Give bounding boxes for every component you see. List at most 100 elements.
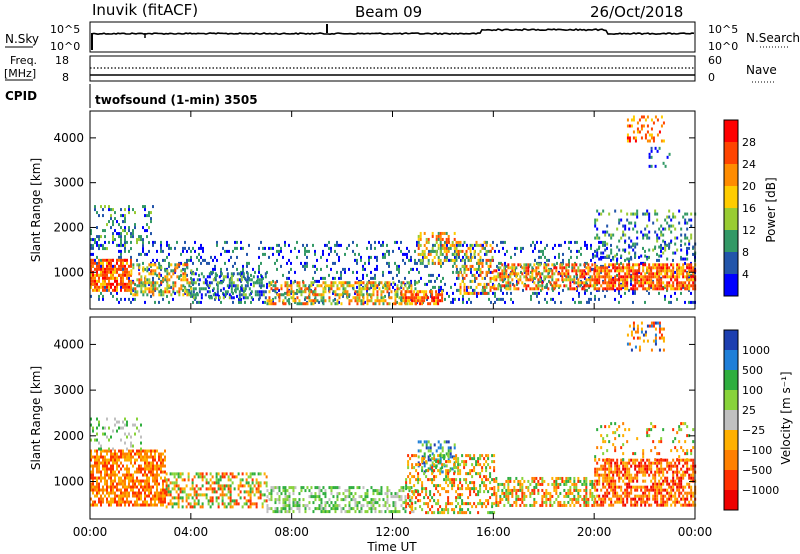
heatmap-cell [576,276,578,280]
heatmap-cell [638,284,641,288]
heatmap-cell [421,508,424,512]
heatmap-cell [188,258,190,262]
heatmap-cell [334,501,337,505]
colorbar-swatch [724,230,738,253]
heatmap-cell [466,243,468,247]
heatmap-cell [116,232,118,236]
heatmap-cell [368,293,371,297]
heatmap-cell [630,255,632,259]
heatmap-cell [306,255,308,259]
heatmap-cell [384,255,386,259]
heatmap-cell [400,495,403,499]
heatmap-cell [116,220,118,224]
heatmap-cell [473,249,476,253]
heatmap-cell [411,296,414,300]
heatmap-cell [100,470,102,474]
heatmap-cell [407,463,410,467]
heatmap-cell [457,466,460,470]
heatmap-cell [144,214,146,218]
heatmap-cell [483,291,486,295]
heatmap-cell [104,235,106,239]
heatmap-cell [382,290,385,294]
heatmap-cell [437,454,440,458]
heatmap-cell [294,504,297,508]
heatmap-cell [98,476,100,480]
heatmap-cell [437,246,440,250]
heatmap-cell [451,258,454,262]
heatmap-cell [197,502,200,506]
heatmap-cell [334,243,336,247]
heatmap-cell [662,275,665,279]
heatmap-cell [439,237,442,241]
heatmap-cell [630,124,633,128]
heatmap-cell [134,223,136,227]
heatmap-cell [686,263,689,267]
heatmap-cell [316,279,318,283]
heatmap-cell [98,288,100,292]
heatmap-cell [634,272,637,276]
heatmap-cell [431,299,434,303]
heatmap-cell [124,238,126,242]
heatmap-cell [646,233,649,237]
heatmap-cell [417,290,420,294]
heatmap-cell [612,281,615,285]
heatmap-cell [437,296,440,300]
heatmap-cell [400,504,403,508]
heatmap-cell [461,249,464,253]
heatmap-cell [152,494,154,498]
heatmap-cell [152,276,154,280]
heatmap-cell [437,237,440,241]
heatmap-cell [434,249,436,253]
heatmap-cell [250,282,252,286]
heatmap-cell [376,285,378,289]
heatmap-cell [417,475,420,479]
heatmap-cell [396,273,398,277]
heatmap-cell [276,293,279,297]
heatmap-cell [166,281,169,285]
heatmap-cell [432,285,434,289]
heatmap-cell [415,496,418,500]
heatmap-cell [551,278,554,282]
heatmap-cell [548,258,550,262]
heatmap-cell [451,243,454,247]
heatmap-cell [148,476,150,480]
heatmap-cell [684,281,687,285]
heatmap-cell [666,272,669,276]
heatmap-cell [261,505,264,509]
heatmap-cell [688,278,691,282]
heatmap-cell [652,121,655,125]
heatmap-cell [592,267,594,271]
heatmap-cell [152,258,154,262]
heatmap-cell [348,489,351,493]
heatmap-cell [437,243,440,247]
heatmap-cell [106,282,108,286]
heatmap-cell [194,249,196,253]
heatmap-cell [184,263,187,267]
heatmap-cell [421,466,424,470]
heatmap-cell [288,297,290,301]
heatmap-cell [225,505,228,509]
heatmap-cell [218,297,220,301]
heatmap-cell [594,218,597,222]
heatmap-cell [171,505,174,509]
heatmap-cell [104,455,106,459]
heatmap-cell [142,479,144,483]
heatmap-cell [658,284,661,288]
heatmap-cell [248,293,251,297]
heatmap-cell [628,251,631,255]
heatmap-cell [356,276,358,280]
heatmap-cell [427,478,430,482]
heatmap-cell [630,212,633,216]
heatmap-cell [242,246,244,250]
heatmap-cell [602,275,605,279]
heatmap-cell [168,285,170,289]
heatmap-cell [118,258,120,262]
heatmap-cell [356,504,359,508]
heatmap-cell [282,489,285,493]
heatmap-cell [376,296,379,300]
heatmap-cell [224,294,226,298]
heatmap-cell [156,488,158,492]
heatmap-cell [280,507,283,511]
heatmap-cell [650,133,653,137]
heatmap-cell [598,297,600,301]
